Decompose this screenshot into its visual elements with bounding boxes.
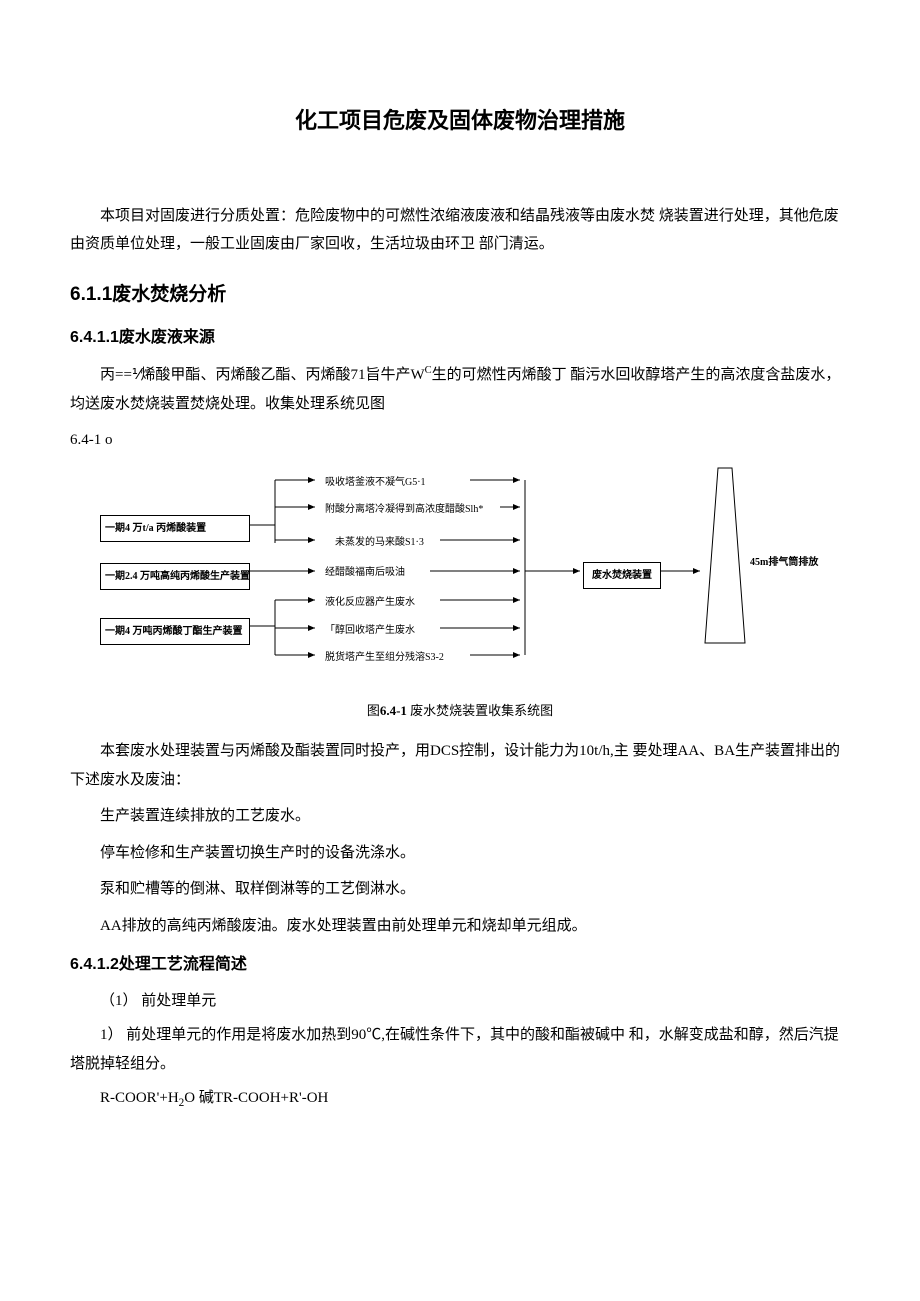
bullet-3: 泵和贮槽等的倒淋、取样倒淋等的工艺倒淋水。 xyxy=(70,875,850,904)
figure-number-ref: 6.4-1 o xyxy=(70,426,850,455)
stream-label-1: 吸收塔釜液不凝气G5·1 xyxy=(325,473,426,492)
source-box-3: 一期4 万吨丙烯酸丁酯生产装置 xyxy=(100,618,250,645)
intro-paragraph: 本项目对固废进行分质处置：危险废物中的可燃性浓缩液废液和结晶残液等由废水焚 烧装… xyxy=(70,202,850,259)
chem-formula: R-COOR'+H2O 碱TR-COOH+R'-OH xyxy=(100,1084,850,1114)
bullet-4: AA排放的高纯丙烯酸废油。废水处理装置由前处理单元和烧却单元组成。 xyxy=(70,912,850,941)
para-after-fig-1: 本套废水处理装置与丙烯酸及酯装置同时投产，用DCS控制，设计能力为10t/h,主… xyxy=(70,737,850,794)
stream-label-2: 附酸分离塔冷凝得到高浓度醋酸Slh* xyxy=(325,500,483,519)
stream-label-4: 经醋酸福南后吸油 xyxy=(325,563,405,582)
section-6411-heading: 6.4.1.1废水废液来源 xyxy=(70,323,850,353)
page-title: 化工项目危废及固体废物治理措施 xyxy=(70,100,850,142)
source-box-1: 一期4 万t/a 丙烯酸装置 xyxy=(100,515,250,542)
para-6411: 丙==⅟烯酸甲酯、丙烯酸乙酯、丙烯酸71旨牛产WC生的可燃性丙烯酸丁 酯污水回收… xyxy=(70,361,850,418)
stream-label-5: 液化反应器产生废水 xyxy=(325,593,415,612)
stream-label-6: 「醇回收塔产生废水 xyxy=(325,621,415,640)
sub-1-para: 1） 前处理单元的作用是将废水加热到90℃,在碱性条件下，其中的酸和酯被碱中 和… xyxy=(70,1021,850,1078)
section-611-heading: 6.1.1废水焚烧分析 xyxy=(70,277,850,313)
stack-label: 45m排气筒排放 xyxy=(750,553,818,572)
figure-caption: 图6.4-1 废水焚烧装置收集系统图 xyxy=(70,699,850,724)
source-box-2: 一期2.4 万吨高纯丙烯酸生产装置 xyxy=(100,563,250,590)
bullet-1: 生产装置连续排放的工艺废水。 xyxy=(70,802,850,831)
flow-diagram: 一期4 万t/a 丙烯酸装置 一期2.4 万吨高纯丙烯酸生产装置 一期4 万吨丙… xyxy=(100,463,820,693)
bullet-2: 停车检修和生产装置切换生产时的设备洗涤水。 xyxy=(70,839,850,868)
stream-label-7: 脱货塔产生至组分残溶S3-2 xyxy=(325,648,444,667)
sub-1-heading: （1） 前处理单元 xyxy=(70,987,850,1016)
section-6412-heading: 6.4.1.2处理工艺流程简述 xyxy=(70,950,850,980)
stream-label-3: 未蒸发的马来酸S1·3 xyxy=(335,533,424,552)
incinerator-box: 废水焚烧装置 xyxy=(583,562,661,589)
